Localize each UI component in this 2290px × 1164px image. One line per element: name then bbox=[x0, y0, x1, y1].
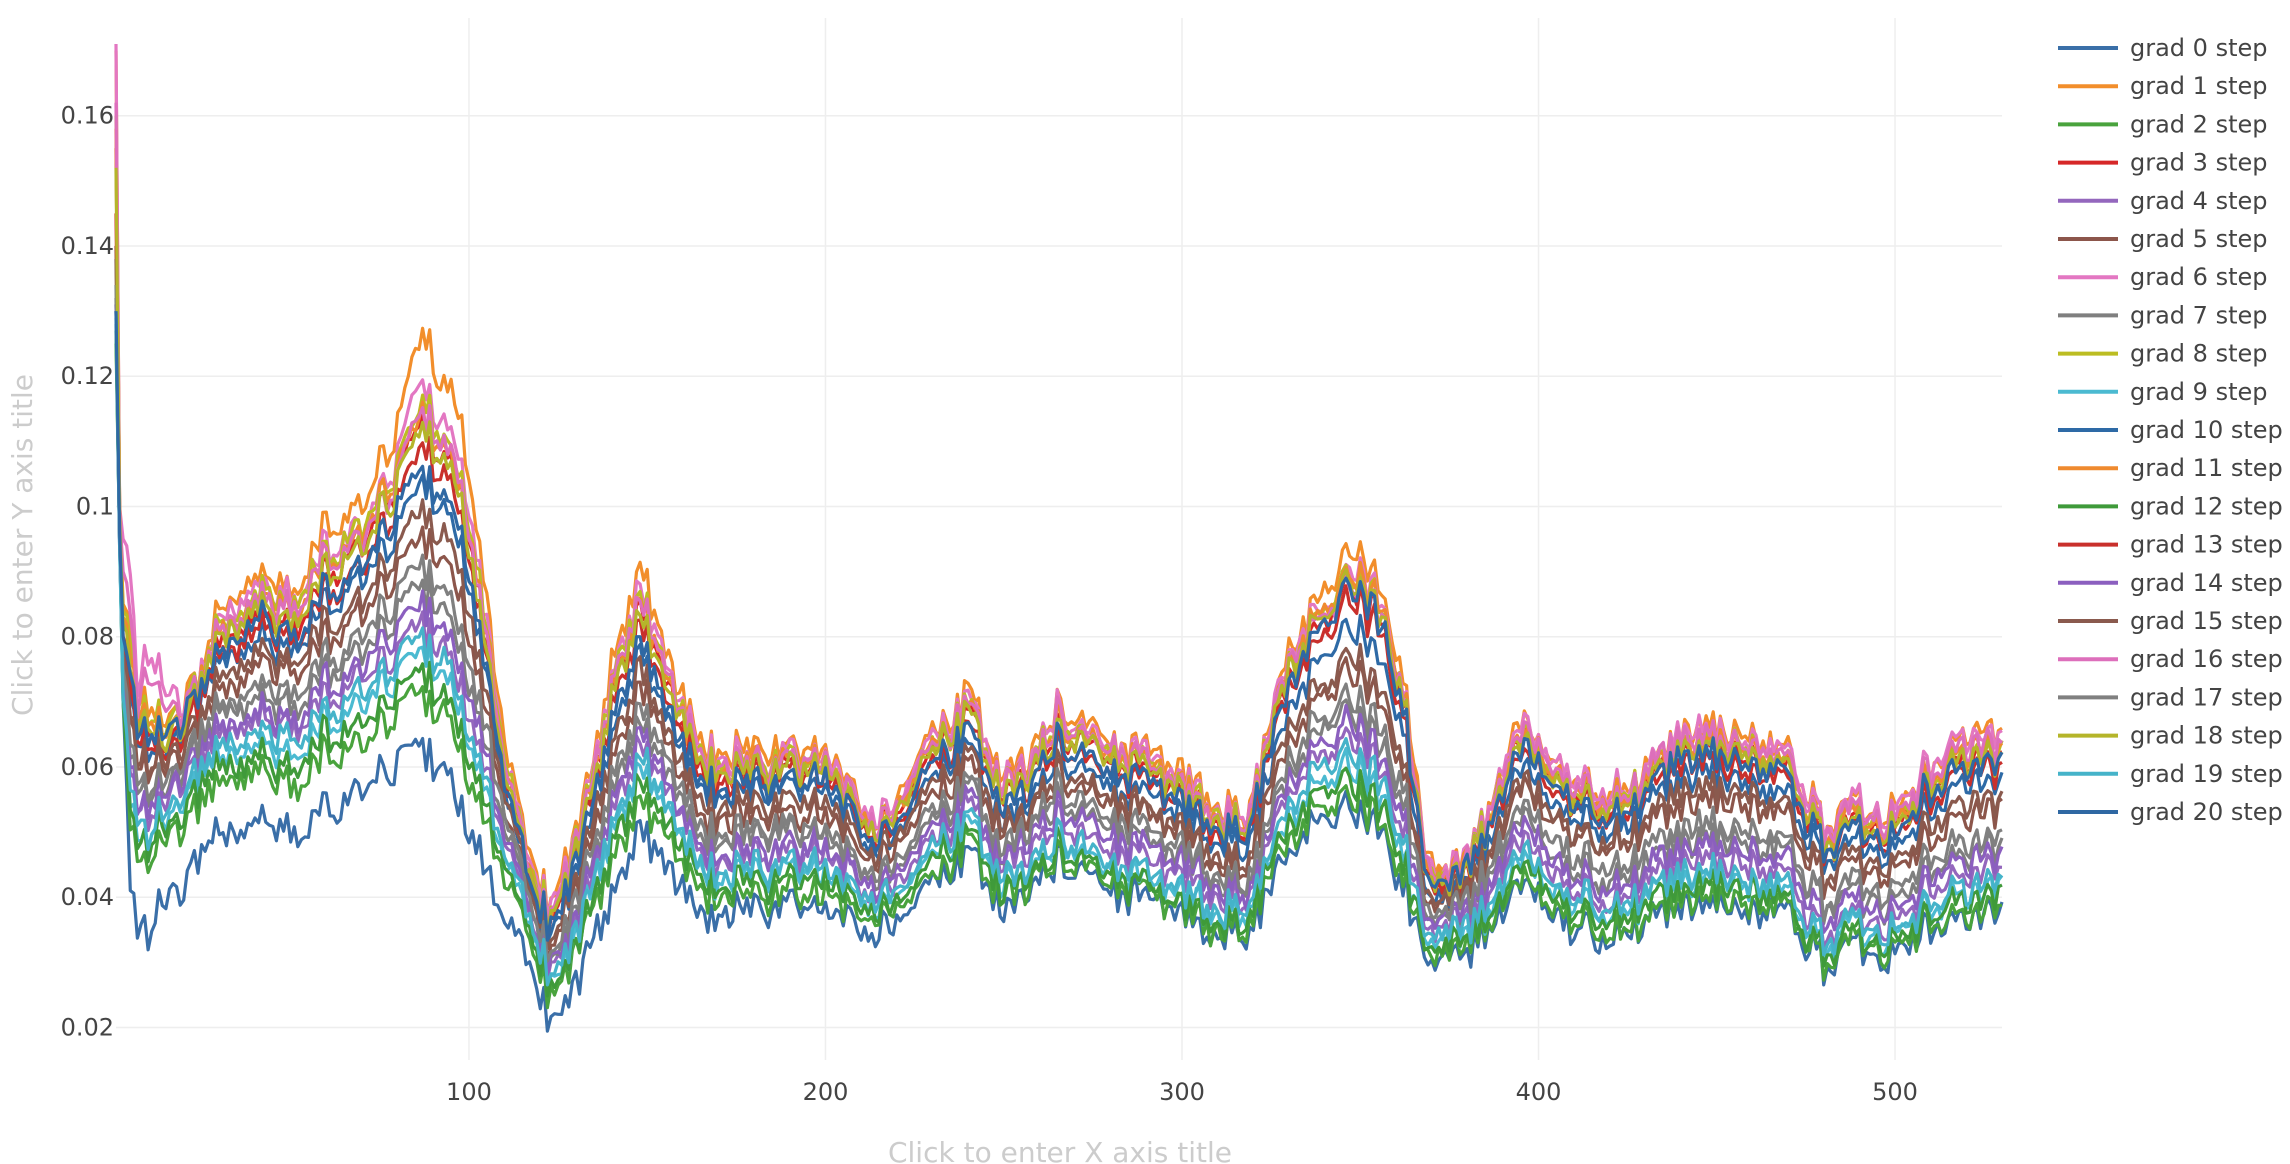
legend-label: grad 3 step bbox=[2130, 149, 2267, 177]
legend-item[interactable]: grad 7 step bbox=[2058, 301, 2267, 329]
series-line[interactable] bbox=[114, 304, 2004, 978]
series-line[interactable] bbox=[114, 343, 2002, 1010]
legend-item[interactable]: grad 0 step bbox=[2058, 34, 2267, 62]
series-line[interactable] bbox=[114, 245, 2003, 965]
y-tick-label: 0.04 bbox=[61, 883, 114, 911]
x-axis-title[interactable]: Click to enter X axis title bbox=[888, 1136, 1232, 1164]
legend-label: grad 10 step bbox=[2130, 416, 2283, 444]
legend-label: grad 20 step bbox=[2130, 798, 2283, 826]
legend-item[interactable]: grad 20 step bbox=[2058, 798, 2283, 826]
legend-label: grad 16 step bbox=[2130, 645, 2283, 673]
legend-item[interactable]: grad 5 step bbox=[2058, 225, 2267, 253]
legend-item[interactable]: grad 15 step bbox=[2058, 607, 2283, 635]
legend-label: grad 17 step bbox=[2130, 683, 2283, 711]
x-tick-label: 100 bbox=[446, 1078, 492, 1106]
series-line[interactable] bbox=[114, 317, 2004, 987]
series-line[interactable] bbox=[114, 311, 2004, 942]
legend-item[interactable]: grad 10 step bbox=[2058, 416, 2283, 444]
y-tick-label: 0.16 bbox=[61, 102, 114, 130]
legend-item[interactable]: grad 2 step bbox=[2058, 110, 2267, 138]
legend-label: grad 4 step bbox=[2130, 187, 2267, 215]
legend-item[interactable]: grad 12 step bbox=[2058, 492, 2283, 520]
series-line[interactable] bbox=[114, 330, 2003, 998]
x-tick-label: 500 bbox=[1872, 1078, 1918, 1106]
y-tick-label: 0.08 bbox=[61, 623, 114, 651]
series-lines bbox=[114, 43, 2004, 1033]
legend-item[interactable]: grad 4 step bbox=[2058, 187, 2267, 215]
legend-label: grad 18 step bbox=[2130, 722, 2283, 750]
y-tick-label: 0.06 bbox=[61, 753, 114, 781]
grid bbox=[116, 18, 2002, 1060]
legend-item[interactable]: grad 16 step bbox=[2058, 645, 2283, 673]
series-line[interactable] bbox=[114, 128, 2004, 937]
series-line[interactable] bbox=[114, 311, 2003, 981]
y-tick-label: 0.14 bbox=[61, 232, 114, 260]
legend-label: grad 7 step bbox=[2130, 301, 2267, 329]
series-line[interactable] bbox=[114, 167, 2004, 936]
legend-item[interactable]: grad 14 step bbox=[2058, 569, 2283, 597]
legend-label: grad 8 step bbox=[2130, 340, 2267, 368]
legend-item[interactable]: grad 13 step bbox=[2058, 531, 2283, 559]
series-line[interactable] bbox=[114, 297, 2004, 975]
legend-item[interactable]: grad 6 step bbox=[2058, 263, 2267, 291]
legend-label: grad 12 step bbox=[2130, 492, 2283, 520]
x-tick-label: 400 bbox=[1516, 1078, 1562, 1106]
legend-label: grad 1 step bbox=[2130, 72, 2267, 100]
legend-label: grad 0 step bbox=[2130, 34, 2267, 62]
y-axis-title[interactable]: Click to enter Y axis title bbox=[6, 374, 39, 716]
legend-label: grad 19 step bbox=[2130, 760, 2283, 788]
legend-item[interactable]: grad 3 step bbox=[2058, 149, 2267, 177]
y-tick-label: 0.02 bbox=[61, 1013, 114, 1041]
legend-label: grad 9 step bbox=[2130, 378, 2267, 406]
series-line[interactable] bbox=[114, 258, 2004, 951]
legend-item[interactable]: grad 19 step bbox=[2058, 760, 2283, 788]
legend[interactable]: grad 0 step grad 1 step grad 2 step grad 3 … bbox=[2058, 34, 2283, 826]
y-axis-ticks: 0.02 0.04 0.06 0.08 0.1 0.12 0.14 0.16 bbox=[61, 102, 114, 1042]
legend-item[interactable]: grad 1 step bbox=[2058, 72, 2267, 100]
legend-label: grad 6 step bbox=[2130, 263, 2267, 291]
legend-label: grad 14 step bbox=[2130, 569, 2283, 597]
legend-label: grad 5 step bbox=[2130, 225, 2267, 253]
legend-label: grad 11 step bbox=[2130, 454, 2283, 482]
x-tick-label: 200 bbox=[803, 1078, 849, 1106]
y-tick-label: 0.12 bbox=[61, 362, 114, 390]
x-tick-label: 300 bbox=[1159, 1078, 1205, 1106]
legend-label: grad 2 step bbox=[2130, 110, 2267, 138]
legend-item[interactable]: grad 8 step bbox=[2058, 340, 2267, 368]
legend-item[interactable]: grad 11 step bbox=[2058, 454, 2283, 482]
series-line[interactable] bbox=[114, 284, 2003, 963]
legend-label: grad 15 step bbox=[2130, 607, 2283, 635]
legend-item[interactable]: grad 17 step bbox=[2058, 683, 2283, 711]
legend-item[interactable]: grad 18 step bbox=[2058, 722, 2283, 750]
series-line[interactable] bbox=[114, 102, 2004, 922]
y-tick-label: 0.1 bbox=[76, 492, 114, 520]
legend-label: grad 13 step bbox=[2130, 531, 2283, 559]
legend-item[interactable]: grad 9 step bbox=[2058, 378, 2267, 406]
x-axis-ticks: 100 200 300 400 500 bbox=[446, 1078, 1918, 1106]
